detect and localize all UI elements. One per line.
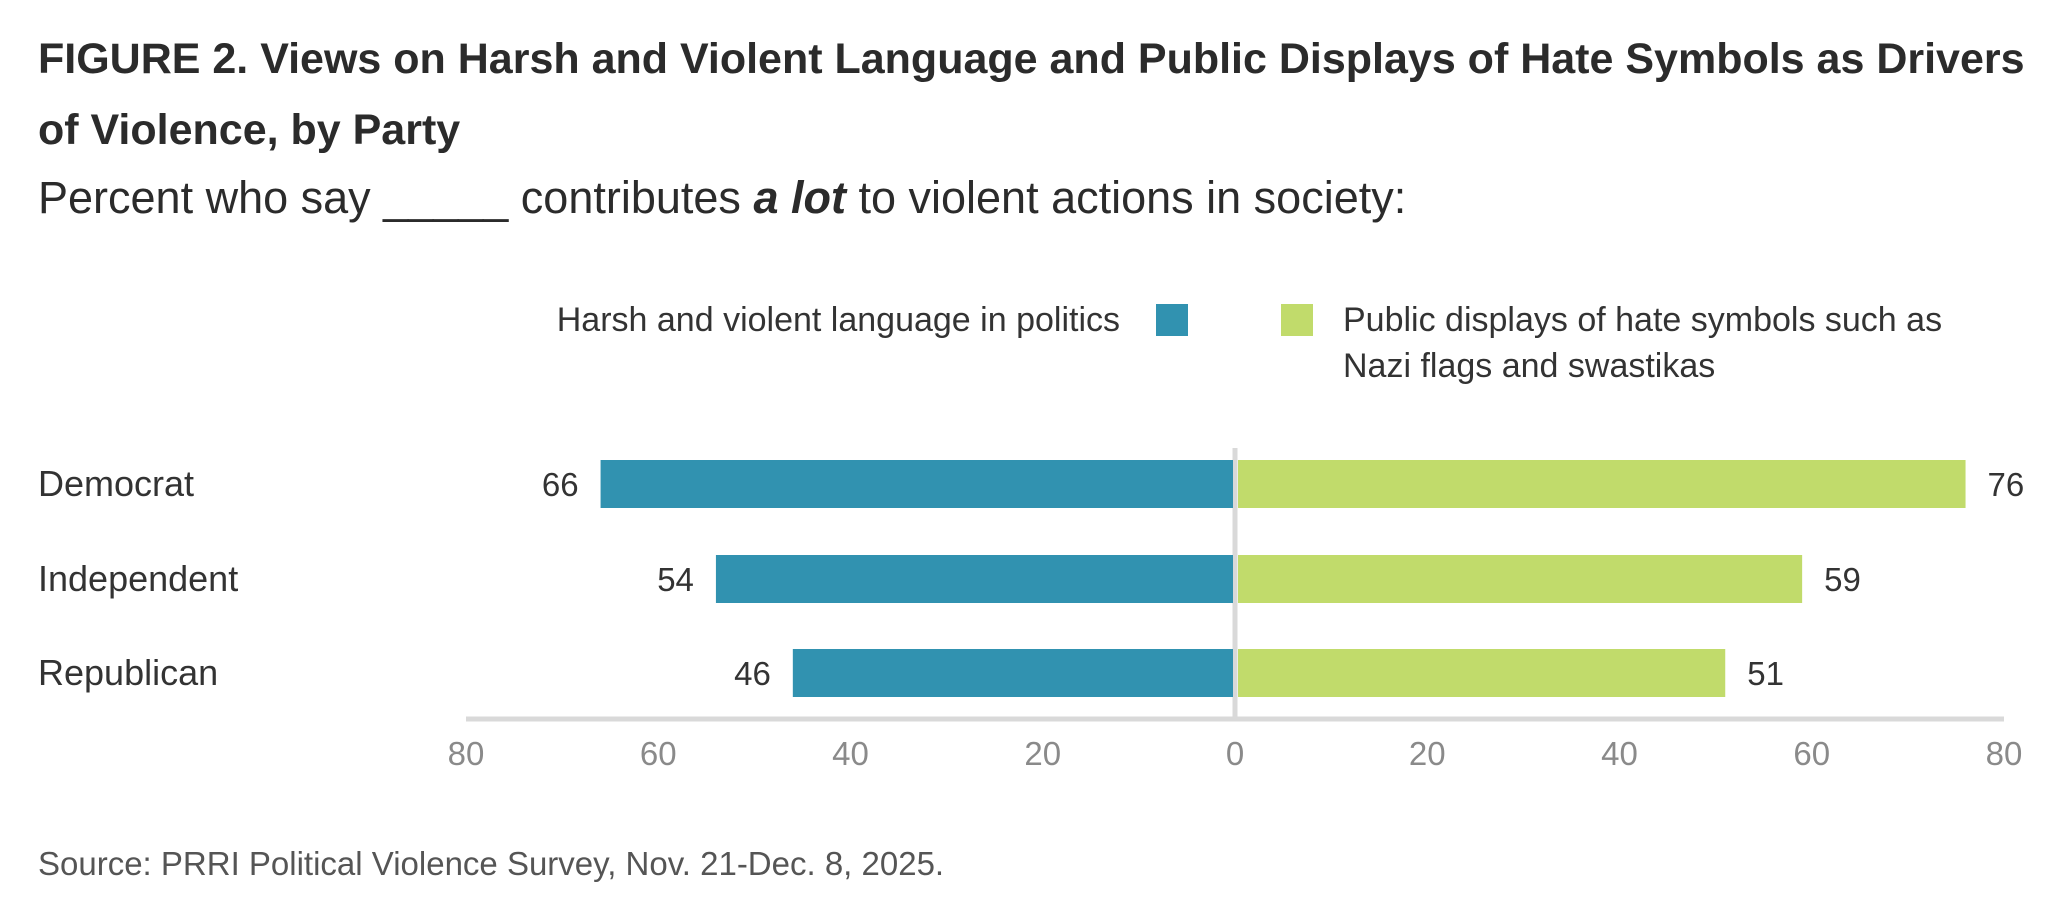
value-label-harsh-language-democrat: 66 <box>542 466 579 503</box>
legend: Harsh and violent language in politics Pu… <box>557 301 1942 385</box>
subtitle-text-after: to violent actions in society: <box>845 172 1407 223</box>
bar-harsh-language-democrat <box>600 460 1233 508</box>
value-label-hate-symbols-democrat: 76 <box>1988 466 2025 503</box>
x-tick-label: 0 <box>1226 735 1244 772</box>
x-tick-label: 60 <box>1793 735 1830 772</box>
chart-title: FIGURE 2. Views on Harsh and Violent Lan… <box>38 35 2025 154</box>
category-label-republican: Republican <box>38 652 218 693</box>
bar-hate-symbols-democrat <box>1238 460 1966 508</box>
value-label-hate-symbols-independent: 59 <box>1824 561 1861 598</box>
x-tick-label: 20 <box>1024 735 1061 772</box>
value-label-harsh-language-independent: 54 <box>657 561 694 598</box>
subtitle-text-before: Percent who say _____ contributes <box>38 172 754 223</box>
x-tick-label: 80 <box>448 735 485 772</box>
source-note: Source: PRRI Political Violence Survey, … <box>38 845 945 882</box>
x-tick-label: 40 <box>1601 735 1638 772</box>
labels: Democrat Independent Republican 66 76 54 59 46 5… <box>38 463 2024 693</box>
legend-swatch-hate-symbols <box>1281 304 1313 336</box>
subtitle-emphasis: a lot <box>753 172 846 223</box>
x-tick-label: 20 <box>1409 735 1446 772</box>
bar-harsh-language-independent <box>715 555 1233 603</box>
bar-harsh-language-republican <box>792 649 1233 697</box>
chart-subtitle: Percent who say _____ contributes a lot … <box>38 168 1406 228</box>
legend-label-hate-symbols-line-1: Public displays of hate symbols such as <box>1343 301 1942 339</box>
bar-hate-symbols-independent <box>1238 555 1803 603</box>
x-axis: 80 60 40 20 0 20 40 60 80 <box>448 448 2023 772</box>
value-label-harsh-language-republican: 46 <box>734 655 771 692</box>
bars <box>600 460 1966 697</box>
value-label-hate-symbols-republican: 51 <box>1747 655 1784 692</box>
legend-label-hate-symbols-line-2: Nazi flags and swastikas <box>1343 347 1715 385</box>
category-label-independent: Independent <box>38 558 238 599</box>
category-label-democrat: Democrat <box>38 463 194 504</box>
legend-label-harsh-language: Harsh and violent language in politics <box>557 301 1120 339</box>
x-tick-label: 60 <box>640 735 677 772</box>
x-tick-label: 80 <box>1986 735 2023 772</box>
x-tick-label: 40 <box>832 735 869 772</box>
bar-hate-symbols-republican <box>1238 649 1726 697</box>
legend-swatch-harsh-language <box>1156 304 1188 336</box>
